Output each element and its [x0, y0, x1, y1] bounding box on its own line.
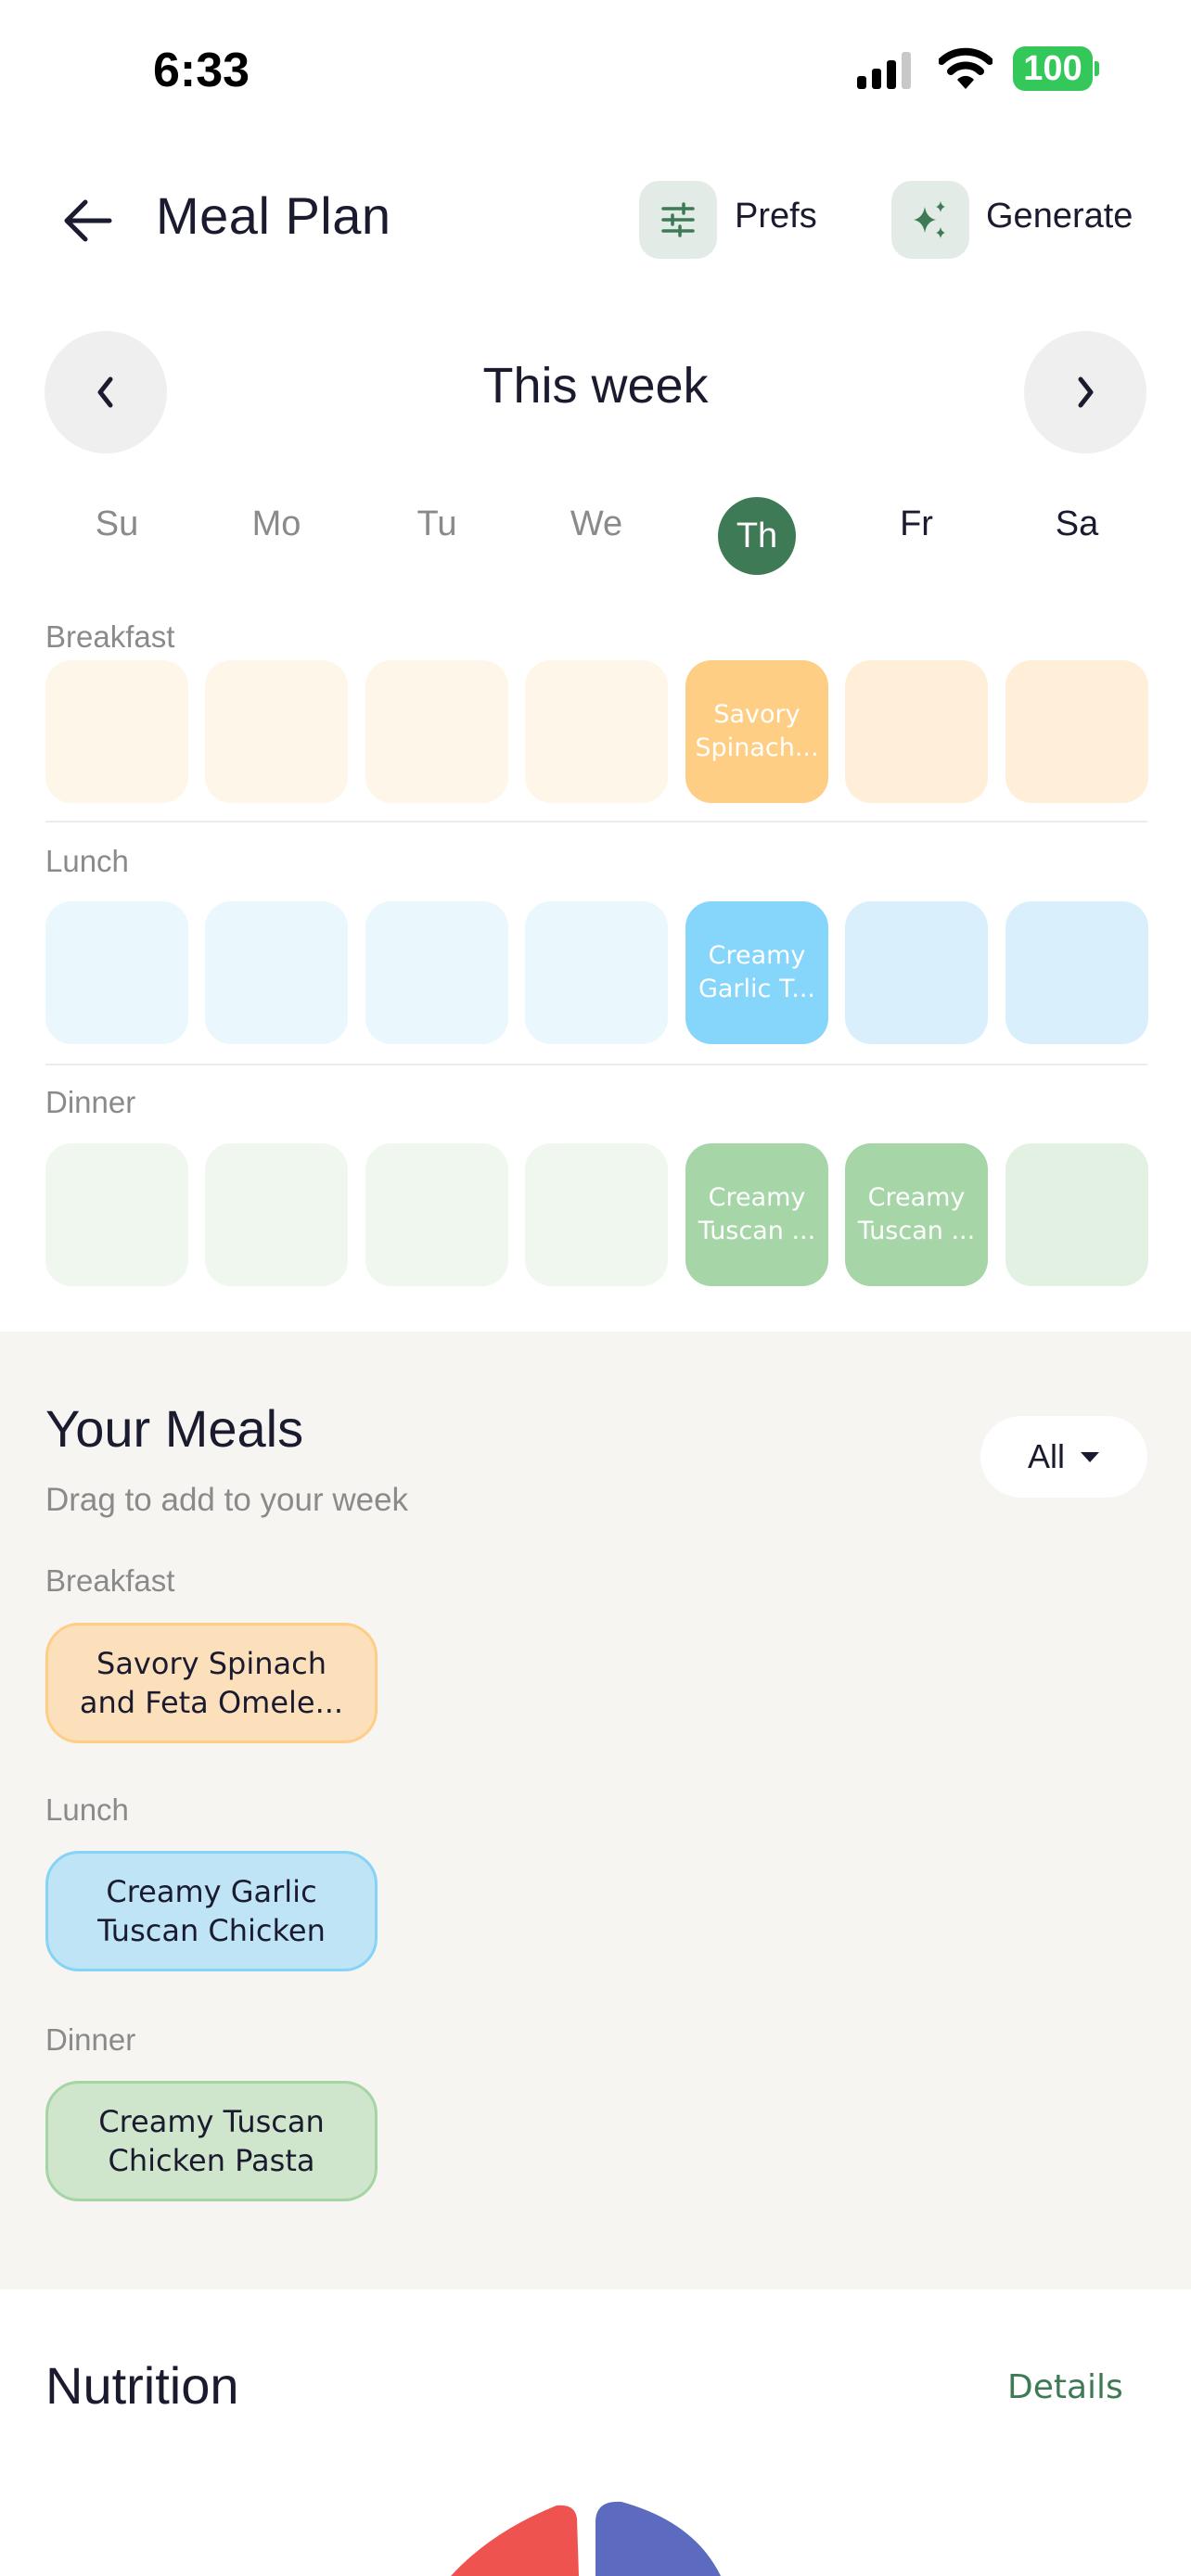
meal-slot-dinner-we[interactable]	[525, 1143, 668, 1286]
planner-row-label-breakfast: Breakfast	[45, 619, 175, 654]
meal-slot-breakfast-mo[interactable]	[205, 660, 348, 803]
chevron-right-icon	[1078, 376, 1094, 408]
meal-slot-lunch-fr[interactable]	[845, 901, 988, 1044]
page-title: Meal Plan	[156, 186, 391, 245]
day-mo[interactable]: Mo	[251, 504, 301, 543]
meal-slot-lunch-su[interactable]	[45, 901, 188, 1044]
day-sa[interactable]: Sa	[1055, 504, 1099, 543]
generate-button[interactable]	[891, 181, 969, 259]
nutrition-details-link[interactable]: Details	[1007, 2368, 1123, 2406]
prev-week-button[interactable]	[45, 331, 167, 453]
meal-slot-dinner-mo[interactable]	[205, 1143, 348, 1286]
prefs-label[interactable]: Prefs	[735, 197, 817, 236]
sliders-icon	[661, 202, 695, 237]
meal-slot-breakfast-su[interactable]	[45, 660, 188, 803]
planner-row-label-dinner: Dinner	[45, 1085, 136, 1119]
meal-slot-dinner-sa[interactable]	[1005, 1143, 1148, 1286]
meal-chip-dinner[interactable]: Creamy Tuscan Chicken Pasta	[45, 2081, 378, 2201]
planner-row-label-lunch: Lunch	[45, 844, 129, 878]
wifi-icon	[939, 47, 992, 89]
status-time: 6:33	[153, 44, 250, 97]
meal-group-label: Dinner	[45, 2022, 136, 2057]
next-week-button[interactable]	[1024, 331, 1146, 453]
signal-icon	[857, 52, 911, 89]
meal-slot-breakfast-fr[interactable]	[845, 660, 988, 803]
battery-level: 100	[1013, 46, 1093, 91]
meal-slot-breakfast-we[interactable]	[525, 660, 668, 803]
caret-down-icon	[1081, 1452, 1099, 1462]
pie-slice	[596, 2501, 721, 2576]
meal-chip-lunch[interactable]: Creamy Garlic Tuscan Chicken	[45, 1851, 378, 1971]
sparkles-icon	[914, 201, 945, 238]
meal-slot-dinner-th[interactable]: Creamy Tuscan ...	[685, 1143, 828, 1286]
meal-slot-breakfast-sa[interactable]	[1005, 660, 1148, 803]
your-meals-subtitle: Drag to add to your week	[45, 1482, 409, 1518]
day-fr[interactable]: Fr	[900, 504, 933, 543]
day-th[interactable]: Th	[718, 497, 796, 575]
meal-slot-lunch-tu[interactable]	[365, 901, 508, 1044]
meal-slot-dinner-fr[interactable]: Creamy Tuscan ...	[845, 1143, 988, 1286]
day-su[interactable]: Su	[95, 504, 139, 543]
meal-filter-value: All	[1027, 1437, 1065, 1475]
day-tu[interactable]: Tu	[416, 504, 457, 543]
day-we[interactable]: We	[570, 504, 623, 543]
meal-slot-breakfast-th[interactable]: Savory Spinach...	[685, 660, 828, 803]
chevron-left-icon	[97, 376, 113, 408]
back-arrow-icon[interactable]	[61, 195, 115, 247]
your-meals-title: Your Meals	[45, 1399, 304, 1458]
meal-slot-breakfast-tu[interactable]	[365, 660, 508, 803]
meal-slot-lunch-th[interactable]: Creamy Garlic T...	[685, 901, 828, 1044]
row-divider	[45, 1064, 1147, 1065]
week-label: This week	[482, 358, 709, 414]
nutrition-title: Nutrition	[45, 2356, 239, 2415]
nutrition-pie-chart	[451, 2501, 721, 2576]
meal-slot-dinner-tu[interactable]	[365, 1143, 508, 1286]
meal-slot-lunch-we[interactable]	[525, 901, 668, 1044]
meal-group-label: Lunch	[45, 1792, 129, 1827]
meal-filter-dropdown[interactable]: All	[980, 1416, 1147, 1498]
pie-slice	[451, 2505, 579, 2576]
generate-label[interactable]: Generate	[986, 197, 1133, 236]
battery-indicator: 100	[1013, 46, 1100, 91]
meal-slot-dinner-su[interactable]	[45, 1143, 188, 1286]
meal-group-label: Breakfast	[45, 1563, 175, 1598]
meal-slot-lunch-sa[interactable]	[1005, 901, 1148, 1044]
row-divider	[45, 821, 1147, 823]
meal-slot-lunch-mo[interactable]	[205, 901, 348, 1044]
meal-chip-breakfast[interactable]: Savory Spinach and Feta Omele...	[45, 1623, 378, 1743]
prefs-button[interactable]	[639, 181, 717, 259]
